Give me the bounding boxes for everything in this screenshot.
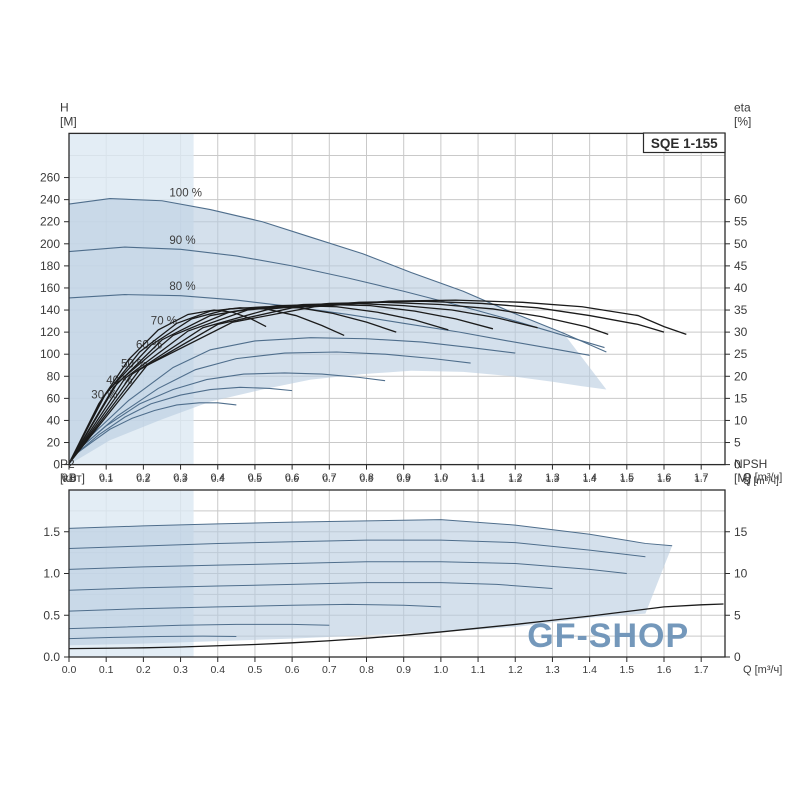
- svg-text:80 %: 80 %: [169, 281, 195, 293]
- svg-text:1.7: 1.7: [695, 474, 708, 485]
- svg-text:0.5: 0.5: [43, 608, 60, 622]
- svg-text:60 %: 60 %: [136, 340, 162, 352]
- svg-text:0.3: 0.3: [173, 664, 188, 676]
- svg-text:45: 45: [734, 259, 748, 273]
- svg-text:25: 25: [734, 347, 748, 361]
- svg-text:1.2: 1.2: [509, 474, 522, 485]
- svg-text:5: 5: [734, 436, 741, 450]
- svg-text:60: 60: [47, 391, 61, 405]
- svg-text:0.9: 0.9: [396, 664, 411, 676]
- svg-text:0.6: 0.6: [286, 474, 299, 485]
- svg-text:30: 30: [734, 325, 748, 339]
- svg-text:[M]: [M]: [60, 114, 77, 128]
- svg-text:0.1: 0.1: [99, 664, 114, 676]
- svg-text:0.1: 0.1: [100, 474, 113, 485]
- svg-text:0.8: 0.8: [359, 664, 374, 676]
- svg-text:0.7: 0.7: [323, 474, 336, 485]
- svg-text:1.3: 1.3: [546, 474, 559, 485]
- svg-text:35: 35: [734, 303, 748, 317]
- svg-text:0.4: 0.4: [211, 474, 224, 485]
- svg-text:80: 80: [47, 369, 61, 383]
- svg-text:180: 180: [40, 259, 60, 273]
- svg-text:GF-SHOP: GF-SHOP: [527, 617, 689, 655]
- svg-text:1.0: 1.0: [43, 567, 60, 581]
- svg-text:0.9: 0.9: [397, 474, 410, 485]
- svg-text:20: 20: [734, 369, 748, 383]
- svg-text:120: 120: [40, 325, 60, 339]
- svg-text:Q [m³/ч]: Q [m³/ч]: [743, 476, 779, 487]
- svg-text:1.3: 1.3: [545, 664, 560, 676]
- svg-text:0.7: 0.7: [322, 664, 337, 676]
- svg-text:100: 100: [40, 347, 60, 361]
- svg-text:60: 60: [734, 193, 748, 207]
- svg-text:100 %: 100 %: [169, 187, 202, 199]
- svg-text:NPSH: NPSH: [734, 457, 767, 471]
- svg-text:0.2: 0.2: [137, 474, 150, 485]
- svg-text:1.4: 1.4: [582, 664, 597, 676]
- svg-text:0.4: 0.4: [210, 664, 225, 676]
- svg-text:10: 10: [734, 567, 748, 581]
- svg-text:eta: eta: [734, 100, 751, 114]
- svg-text:1.1: 1.1: [471, 474, 484, 485]
- svg-text:0.0: 0.0: [43, 650, 60, 664]
- svg-text:P2: P2: [60, 457, 75, 471]
- svg-text:1.5: 1.5: [620, 474, 633, 485]
- svg-text:220: 220: [40, 215, 60, 229]
- svg-text:15: 15: [734, 391, 748, 405]
- svg-text:1.2: 1.2: [508, 664, 523, 676]
- svg-text:1.5: 1.5: [620, 664, 635, 676]
- svg-text:40: 40: [47, 413, 61, 427]
- svg-text:1.4: 1.4: [583, 474, 596, 485]
- svg-text:SQE 1-155: SQE 1-155: [651, 136, 718, 151]
- svg-text:10: 10: [734, 413, 748, 427]
- svg-text:15: 15: [734, 525, 748, 539]
- svg-text:5: 5: [734, 608, 741, 622]
- svg-text:0.0: 0.0: [62, 474, 75, 485]
- svg-text:40: 40: [734, 281, 748, 295]
- svg-text:0.5: 0.5: [248, 664, 263, 676]
- svg-text:240: 240: [40, 193, 60, 207]
- svg-text:1.0: 1.0: [434, 474, 447, 485]
- svg-text:55: 55: [734, 215, 748, 229]
- svg-text:1.0: 1.0: [434, 664, 449, 676]
- svg-text:160: 160: [40, 281, 60, 295]
- svg-text:0.0: 0.0: [62, 664, 77, 676]
- svg-text:0.5: 0.5: [248, 474, 261, 485]
- svg-text:200: 200: [40, 237, 60, 251]
- svg-text:0.3: 0.3: [174, 474, 187, 485]
- svg-text:0: 0: [734, 650, 741, 664]
- svg-text:1.6: 1.6: [657, 664, 672, 676]
- svg-text:0.8: 0.8: [360, 474, 373, 485]
- svg-text:140: 140: [40, 303, 60, 317]
- svg-text:0.2: 0.2: [136, 664, 151, 676]
- svg-text:1.7: 1.7: [694, 664, 709, 676]
- svg-text:0.6: 0.6: [285, 664, 300, 676]
- svg-text:50: 50: [734, 237, 748, 251]
- svg-text:1.5: 1.5: [43, 525, 60, 539]
- svg-text:[%]: [%]: [734, 114, 751, 128]
- svg-text:Q [m³/ч]: Q [m³/ч]: [743, 664, 782, 676]
- svg-text:1.6: 1.6: [657, 474, 670, 485]
- svg-text:260: 260: [40, 171, 60, 185]
- svg-text:90 %: 90 %: [169, 235, 195, 247]
- svg-text:H: H: [60, 100, 69, 114]
- svg-text:1.1: 1.1: [471, 664, 486, 676]
- svg-text:20: 20: [47, 436, 61, 450]
